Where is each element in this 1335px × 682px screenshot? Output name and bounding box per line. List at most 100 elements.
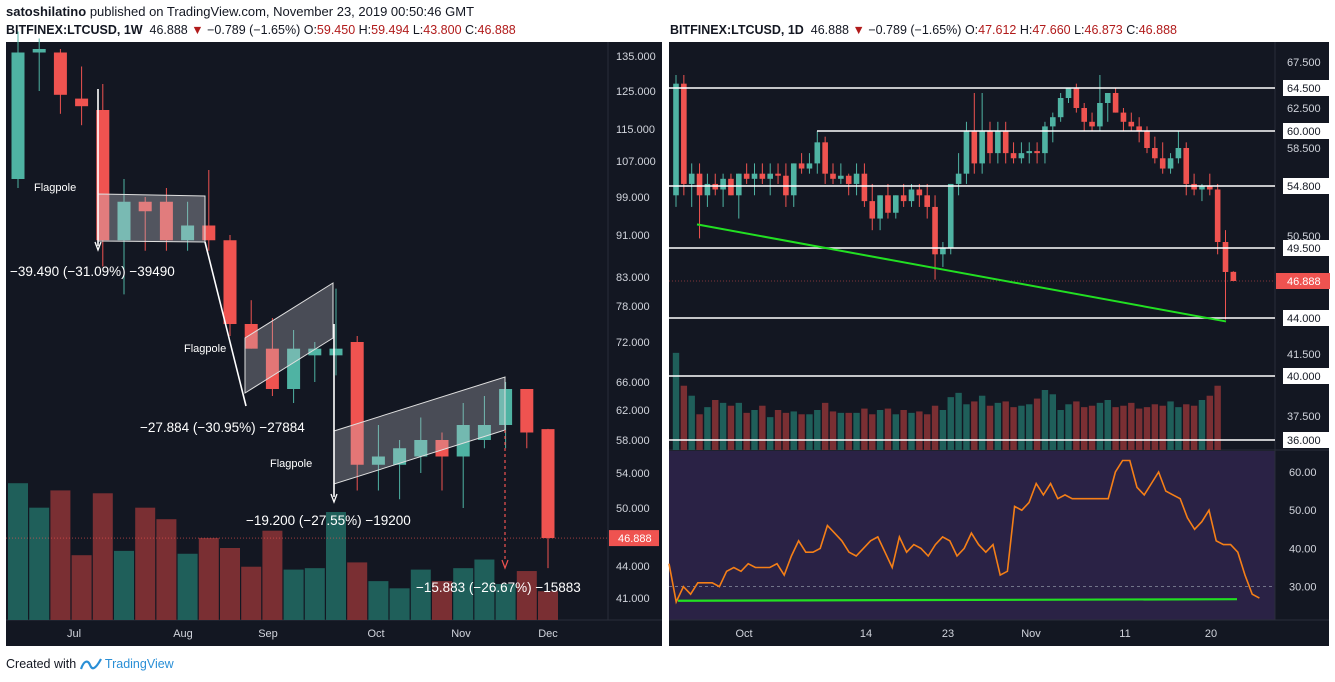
- daily-candle-body: [1144, 131, 1150, 148]
- daily-volume-bar: [869, 414, 876, 450]
- daily-y-tick: 54.800: [1287, 181, 1321, 193]
- weekly-candle-body: [520, 389, 534, 433]
- daily-volume-bar: [1026, 404, 1033, 450]
- daily-x-tick: Oct: [735, 628, 752, 640]
- weekly-volume-bar: [262, 530, 283, 620]
- daily-x-tick: 11: [1119, 628, 1130, 640]
- daily-candle-body: [704, 183, 711, 196]
- weekly-volume-bar: [283, 569, 304, 620]
- daily-volume-bar: [743, 412, 750, 450]
- daily-candle-body: [1230, 271, 1237, 281]
- right-high: 47.660: [1032, 23, 1071, 37]
- weekly-y-tick: 135.000: [616, 51, 656, 63]
- daily-volume-bar: [680, 385, 688, 450]
- weekly-x-tick: Aug: [173, 628, 193, 640]
- daily-volume-bar: [1175, 407, 1182, 450]
- daily-candle-body: [995, 131, 1001, 154]
- right-high-label: H:: [1019, 23, 1033, 37]
- weekly-candle-body: [53, 52, 67, 95]
- daily-candle-body: [1089, 121, 1095, 127]
- weekly-y-tick: 115.000: [616, 124, 655, 136]
- daily-candle-body: [853, 173, 860, 184]
- right-ticker: BITFINEX:LTCUSD, 1D: [670, 23, 804, 37]
- daily-volume-bar: [1167, 401, 1174, 450]
- weekly-candle-body: [371, 456, 385, 465]
- weekly-drawings: [94, 89, 509, 570]
- weekly-y-tick: 50.000: [616, 503, 650, 515]
- weekly-volume-bar: [495, 584, 516, 620]
- weekly-candle-body: [138, 201, 152, 212]
- weekly-volume-bar: [241, 566, 262, 620]
- daily-candle-body: [924, 195, 930, 207]
- weekly-y-tick: 54.000: [616, 468, 650, 480]
- publish-header: satoshilatino published on TradingView.c…: [6, 4, 474, 19]
- daily-candle-body: [900, 195, 907, 202]
- weekly-y-tick: 41.000: [616, 593, 650, 605]
- weekly-candle-body: [499, 389, 513, 425]
- tradingview-brand[interactable]: TradingView: [104, 657, 174, 671]
- author-name[interactable]: satoshilatino: [6, 4, 87, 19]
- daily-candle-body: [1057, 98, 1064, 118]
- weekly-candle-body: [477, 425, 491, 440]
- daily-y-tick: 36.000: [1287, 435, 1321, 447]
- daily-volume-bar: [759, 405, 766, 450]
- daily-volume-bar: [845, 412, 852, 450]
- daily-y-tick: 40.000: [1287, 371, 1321, 383]
- daily-volume-bar: [806, 414, 813, 450]
- weekly-x-tick: Dec: [538, 628, 558, 640]
- daily-candle-body: [681, 83, 687, 184]
- left-close: 46.888: [477, 23, 516, 37]
- daily-candle-body: [759, 173, 766, 179]
- daily-volume-bar: [1096, 402, 1104, 450]
- daily-candle-body: [1175, 148, 1182, 159]
- weekly-last-price-tag: [609, 530, 659, 547]
- daily-y-tick: 46.888: [1287, 276, 1321, 288]
- right-low: 46.873: [1084, 23, 1123, 37]
- daily-candle-body: [1104, 93, 1111, 103]
- weekly-candle-body: [117, 201, 131, 241]
- right-close: 46.888: [1138, 23, 1177, 37]
- daily-candle-body: [885, 195, 891, 213]
- daily-y-tick: 60.000: [1287, 126, 1321, 138]
- daily-volume-bar: [1088, 405, 1096, 450]
- created-with-text: Created with: [6, 657, 77, 671]
- daily-volume-bar: [900, 410, 907, 450]
- daily-candle-body: [814, 142, 821, 164]
- daily-volume-bar: [672, 352, 680, 450]
- daily-volume-bar: [1190, 405, 1198, 450]
- daily-candle-body: [1159, 158, 1166, 169]
- daily-candle-body: [743, 173, 750, 179]
- daily-candle-body: [1010, 153, 1017, 159]
- weekly-y-tick: 58.000: [616, 435, 650, 447]
- weekly-volume-bar: [347, 562, 368, 620]
- daily-candle-body: [1073, 88, 1080, 108]
- left-open-label: O:: [303, 23, 317, 37]
- daily-candle-body: [736, 173, 742, 196]
- weekly-volume-bar: [389, 588, 410, 620]
- daily-volume-bar: [735, 402, 742, 450]
- flagpole-line-2: [204, 241, 247, 407]
- daily-support-trendline: [696, 223, 1227, 323]
- daily-candle-body: [830, 173, 836, 179]
- flag-channel-2: [244, 282, 334, 394]
- daily-candle-body: [696, 173, 703, 196]
- weekly-candle-body: [541, 429, 555, 539]
- daily-volume-bar: [774, 410, 782, 450]
- weekly-volume-bar: [114, 550, 134, 620]
- daily-time-axis: Oct 14 23 Nov 11 20: [735, 628, 1217, 640]
- daily-level-tag: [1283, 178, 1331, 194]
- weekly-candle-body: [202, 225, 216, 241]
- daily-volume-bar: [978, 395, 986, 450]
- rsi-y-tick: 40.00: [1289, 543, 1317, 555]
- weekly-x-tick: Jul: [67, 628, 81, 640]
- weekly-y-tick: 107.000: [616, 156, 656, 168]
- daily-candle-body: [916, 189, 923, 196]
- daily-volume-bar: [861, 408, 868, 450]
- weekly-volume-bar: [326, 512, 346, 620]
- footer: Created with TradingView: [6, 657, 174, 674]
- daily-candle-body: [940, 248, 946, 255]
- weekly-candle-body: [350, 342, 364, 465]
- daily-y-tick: 41.500: [1287, 349, 1321, 361]
- daily-volume-bar: [1120, 405, 1127, 450]
